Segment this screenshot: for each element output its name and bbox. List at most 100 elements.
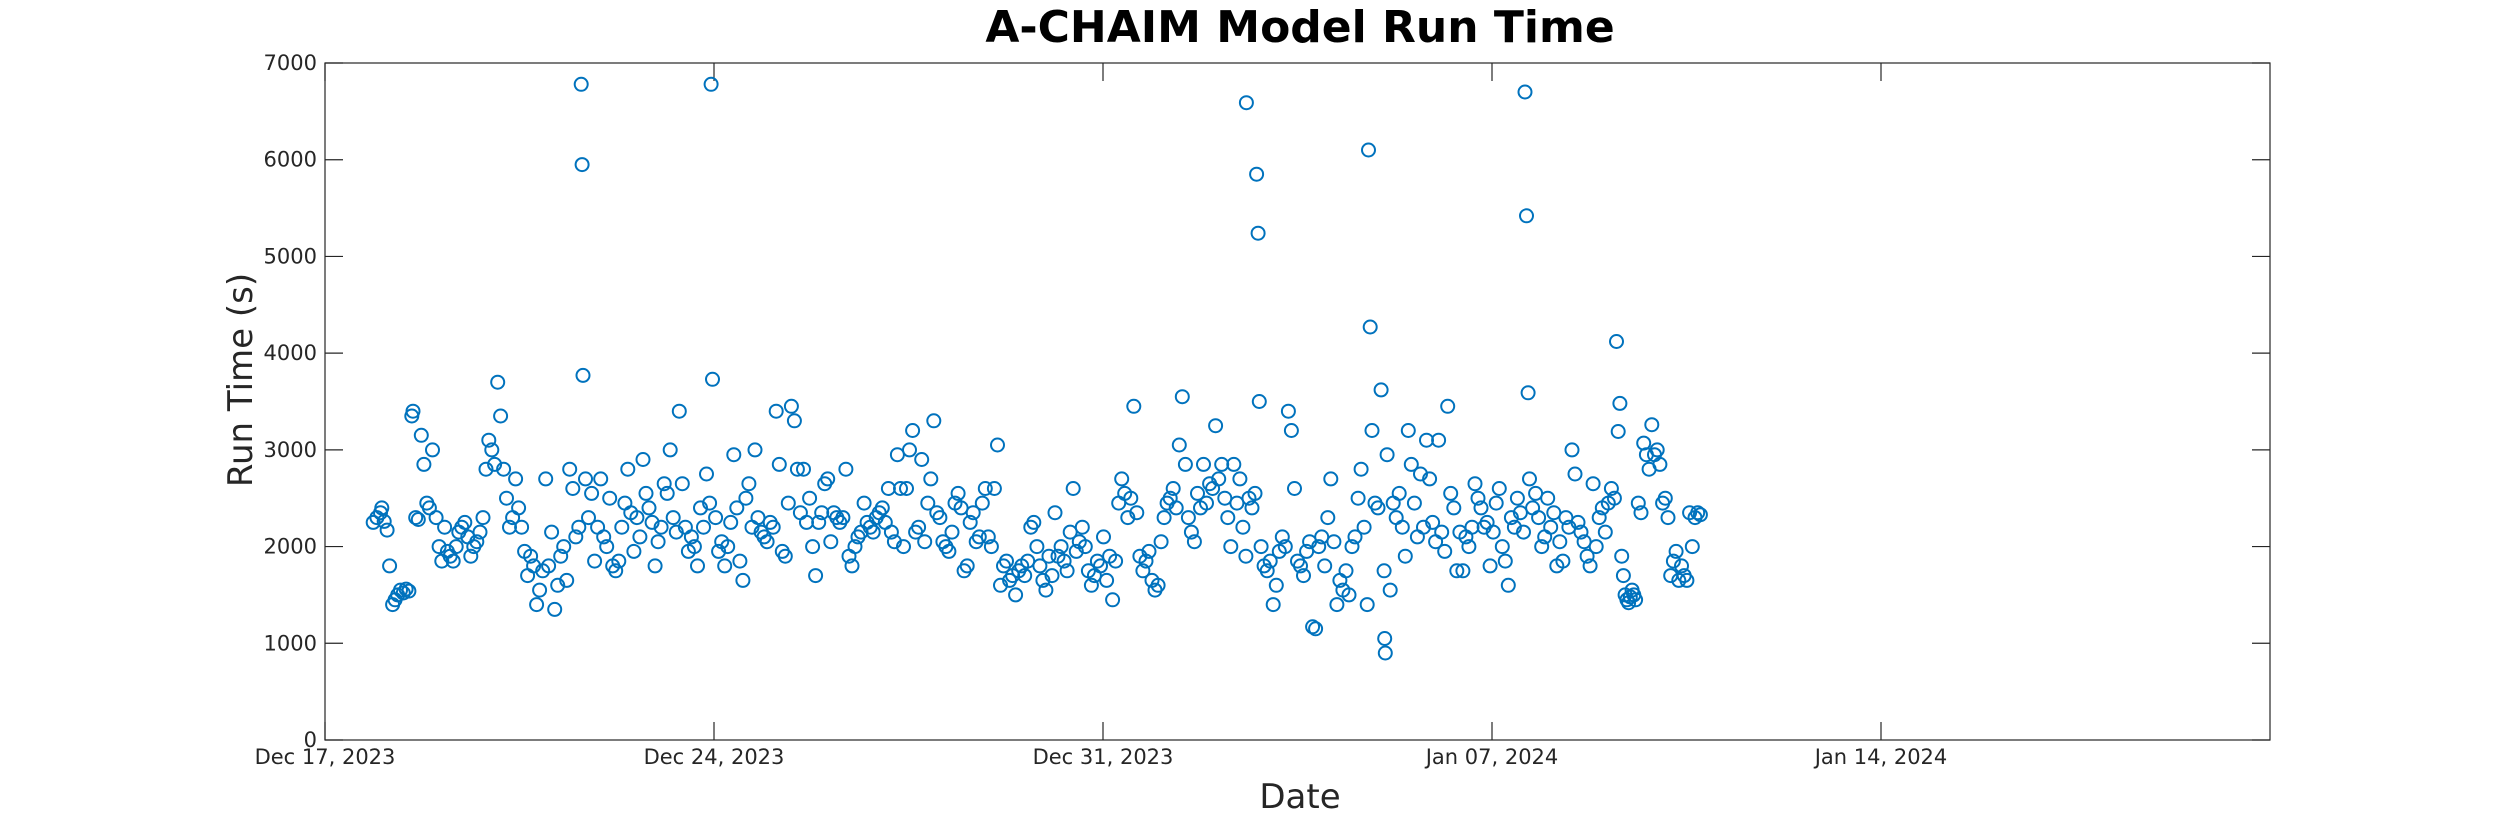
data-point (777, 548, 793, 564)
data-point (1582, 558, 1598, 574)
data-point (1546, 505, 1562, 521)
data-point (696, 519, 711, 535)
data-point (1603, 481, 1619, 496)
data-point (379, 522, 395, 538)
data-point (896, 539, 911, 555)
data-point (1111, 495, 1127, 511)
data-point (723, 514, 739, 530)
data-point (416, 456, 432, 472)
data-point (1347, 529, 1363, 545)
data-point (448, 539, 464, 555)
data-point (398, 581, 414, 597)
data-point (1217, 490, 1233, 506)
data-point (602, 490, 618, 506)
data-point (738, 490, 754, 506)
data-point (1093, 558, 1108, 574)
data-point (1308, 621, 1324, 637)
data-point (902, 442, 917, 458)
data-point (1573, 524, 1589, 540)
data-point (1630, 495, 1646, 511)
data-point (1609, 334, 1624, 349)
data-point (1377, 645, 1393, 661)
data-point (1419, 432, 1434, 448)
data-point (865, 524, 881, 540)
data-point (1293, 558, 1308, 574)
data-point (571, 519, 587, 535)
data-point (799, 514, 814, 530)
data-point (789, 461, 805, 477)
data-point (617, 495, 633, 511)
data-point (1597, 524, 1613, 540)
data-point (484, 442, 500, 458)
data-point (683, 529, 699, 545)
data-point (1373, 382, 1389, 398)
data-point (1431, 432, 1447, 448)
data-point (959, 558, 975, 574)
data-point (1614, 548, 1630, 564)
data-point (1177, 456, 1193, 472)
data-point (1038, 582, 1054, 598)
data-point (750, 510, 766, 526)
data-point (1567, 466, 1583, 482)
data-point (899, 481, 914, 496)
data-point (1552, 534, 1568, 550)
data-point (1628, 592, 1644, 608)
data-point (1156, 510, 1172, 526)
data-point (703, 76, 719, 92)
data-point (1320, 510, 1336, 526)
data-point (638, 485, 654, 501)
data-point (920, 495, 936, 511)
data-point (487, 456, 503, 472)
data-point (705, 371, 720, 387)
data-point (1277, 539, 1293, 555)
data-point (686, 539, 702, 555)
data-point (1196, 456, 1211, 472)
data-point (547, 601, 563, 617)
data-point (1220, 510, 1236, 526)
data-point (805, 539, 821, 555)
data-point (1047, 505, 1063, 521)
data-point (1455, 563, 1471, 579)
data-point (499, 490, 514, 506)
data-point (593, 471, 609, 487)
data-point (1341, 587, 1357, 603)
data-point (1096, 529, 1111, 545)
data-point (893, 481, 908, 496)
data-point (573, 76, 589, 92)
data-point (808, 568, 824, 584)
data-point (493, 408, 509, 424)
data-point (1482, 558, 1498, 574)
data-point (1491, 481, 1507, 496)
data-point (1214, 456, 1230, 472)
data-point (1065, 481, 1081, 496)
data-point (1416, 519, 1431, 535)
data-point (1674, 558, 1689, 574)
data-point (1543, 519, 1559, 535)
data-point (614, 519, 630, 535)
data-point (950, 485, 966, 501)
data-point (520, 568, 536, 584)
data-points (365, 76, 1708, 661)
data-point (1017, 568, 1033, 584)
data-point (620, 461, 636, 477)
data-point (574, 157, 590, 173)
data-point (562, 461, 578, 477)
data-point (1488, 495, 1504, 511)
data-point (1692, 507, 1708, 523)
data-point (1268, 577, 1284, 593)
data-point (1044, 568, 1060, 584)
data-point (1388, 510, 1404, 526)
x-axis-ticks: Dec 17, 2023 Dec 24, 2023 Dec 31, 2023 Jan … (255, 63, 1947, 769)
y-axis-label: Run Time (s) (221, 273, 261, 487)
data-point (1235, 519, 1251, 535)
data-point (974, 495, 990, 511)
data-point (629, 510, 645, 526)
data-point (1138, 553, 1154, 569)
data-point (768, 403, 784, 419)
data-point (1361, 142, 1376, 158)
data-point (469, 534, 485, 550)
data-point (941, 543, 957, 559)
data-point (1376, 563, 1392, 579)
data-point (1503, 510, 1519, 526)
data-point (1509, 490, 1525, 506)
